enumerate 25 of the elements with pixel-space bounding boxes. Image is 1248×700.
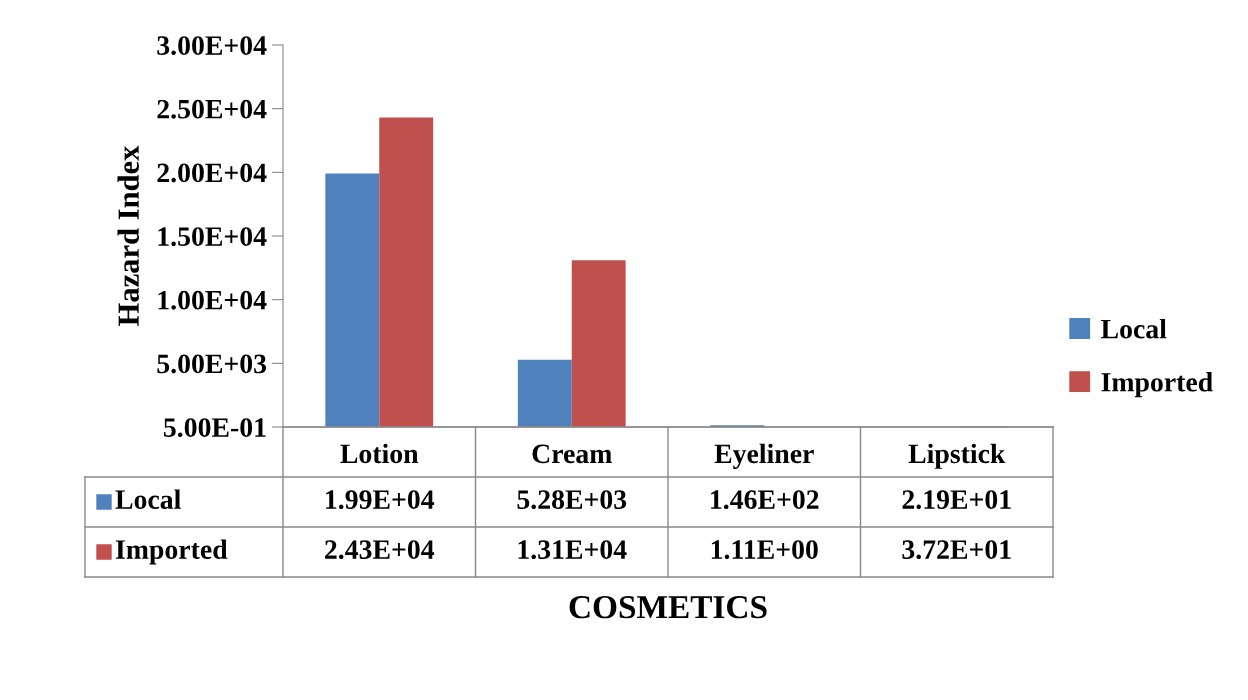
data-label: 5.28E+03 <box>517 490 627 510</box>
x-tick-label: Lotion <box>340 443 419 464</box>
x-tick-label: Lipstick <box>908 443 1006 469</box>
data-label: 3.72E+01 <box>902 540 1011 560</box>
y-axis-title: Hazard Index <box>117 145 139 326</box>
data-label: 1.46E+02 <box>711 490 819 510</box>
data-label: 1.31E+04 <box>518 540 627 560</box>
data-label: 1.99E+04 <box>326 490 435 510</box>
y-tick-label: 3.00E+04 <box>157 36 267 56</box>
x-axis-title: COSMETICS <box>569 595 767 619</box>
data-label: 1.11E+00 <box>711 540 818 560</box>
y-tick-label: 5.00E+03 <box>157 354 267 374</box>
x-tick-label: Cream <box>532 444 612 464</box>
x-tick-label: Eyeliner <box>714 443 814 469</box>
data-label: 2.19E+01 <box>902 490 1011 510</box>
y-tick-label: 1.50E+04 <box>158 227 267 247</box>
text: Imported <box>115 539 228 565</box>
y-tick-label: 2.00E+04 <box>157 163 267 183</box>
legend-label: Imported <box>1101 372 1213 398</box>
y-tick-label: 2.50E+04 <box>157 99 267 119</box>
y-tick-label: 5.00E-01 <box>163 418 266 438</box>
text: Local <box>115 489 181 509</box>
y-tick-label: 1.00E+04 <box>158 290 267 310</box>
data-label: 2.43E+04 <box>325 540 435 560</box>
legend-label: Local <box>1101 318 1167 339</box>
